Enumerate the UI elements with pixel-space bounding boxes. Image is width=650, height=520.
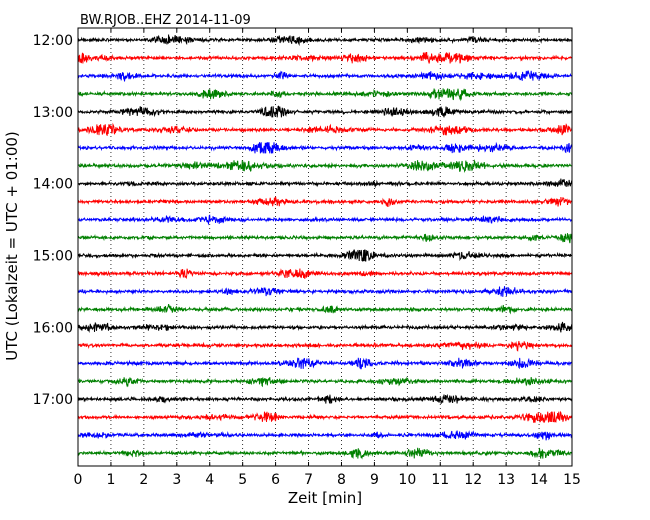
- x-tick-label: 12: [464, 472, 482, 488]
- trace-1230: [77, 69, 573, 82]
- trace-1545: [77, 303, 573, 315]
- trace-1315: [77, 122, 573, 136]
- trace-1500: [77, 249, 573, 262]
- trace-1715: [77, 410, 573, 423]
- y-tick-label: 16:00: [33, 320, 73, 336]
- trace-1700: [77, 393, 573, 404]
- trace-1300: [77, 105, 573, 118]
- trace-1630: [77, 357, 573, 370]
- trace-1745: [77, 447, 573, 460]
- trace-1200: [77, 34, 573, 47]
- y-tick-label: 14:00: [33, 177, 73, 193]
- x-tick-label: 5: [238, 472, 247, 488]
- seismic-traces: [77, 34, 573, 460]
- x-tick-label: 4: [205, 472, 214, 488]
- y-axis-ticks: 12:00 13:00 14:00 15:00 16:00 17:00: [33, 33, 572, 408]
- trace-1530: [77, 286, 573, 297]
- trace-1415: [77, 196, 573, 208]
- x-tick-label: 7: [304, 472, 313, 488]
- x-axis-label: Zeit [min]: [288, 489, 362, 507]
- trace-1345: [77, 159, 573, 174]
- trace-1615: [77, 340, 573, 352]
- x-tick-label: 14: [530, 472, 548, 488]
- x-tick-label: 15: [563, 472, 581, 488]
- y-tick-label: 13:00: [33, 105, 73, 121]
- trace-1400: [77, 178, 573, 188]
- x-tick-label: 2: [139, 472, 148, 488]
- plot-frame: [77, 27, 573, 467]
- x-tick-label: 1: [106, 472, 115, 488]
- x-axis-ticks: 0 1 2 3 4 5 6 7 8 9 10 11 12 13 14 15: [74, 28, 581, 488]
- x-tick-label: 9: [370, 472, 379, 488]
- x-tick-label: 10: [398, 472, 416, 488]
- x-tick-label: 3: [172, 472, 181, 488]
- trace-1645: [77, 376, 573, 388]
- chart-title: BW.RJOB..EHZ 2014-11-09: [80, 13, 251, 28]
- trace-1445: [77, 233, 573, 244]
- trace-1215: [77, 52, 573, 64]
- trace-1330: [77, 141, 573, 154]
- trace-1730: [77, 430, 573, 441]
- trace-1515: [77, 268, 573, 280]
- trace-1430: [77, 214, 573, 226]
- x-tick-label: 11: [431, 472, 449, 488]
- x-tick-label: 6: [271, 472, 280, 488]
- trace-1245: [77, 88, 573, 102]
- x-tick-label: 13: [497, 472, 515, 488]
- y-tick-label: 15:00: [33, 249, 73, 265]
- trace-1600: [77, 321, 573, 333]
- y-axis-label: UTC (Lokalzeit = UTC + 01:00): [3, 131, 21, 361]
- x-tick-label: 8: [337, 472, 346, 488]
- y-tick-label: 12:00: [33, 33, 73, 49]
- y-tick-label: 17:00: [33, 392, 73, 408]
- x-tick-label: 0: [74, 472, 83, 488]
